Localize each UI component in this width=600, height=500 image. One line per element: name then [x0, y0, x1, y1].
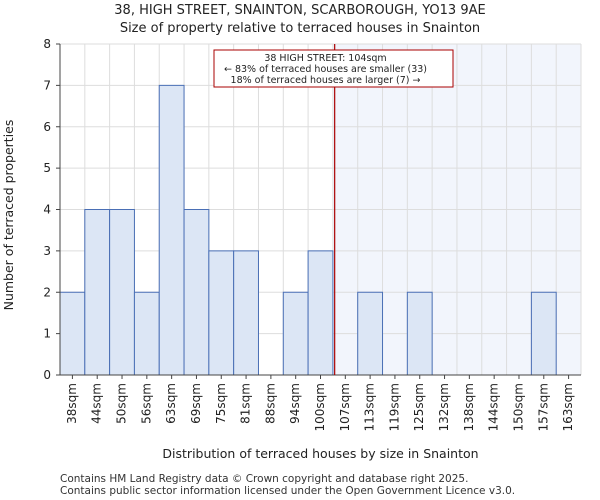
bar-157sqm — [530, 291, 557, 376]
histogram-chart: 0 1 2 3 4 5 6 7 8 38sqm 44sqm 50sqm 56sqm 63sqm 69sqm… — [1, 37, 582, 461]
x-tick-label: 94sqm — [288, 383, 302, 424]
y-tick-label: 1 — [43, 327, 51, 341]
x-tick-label: 125sqm — [412, 383, 426, 431]
x-tick-label: 163sqm — [561, 383, 575, 431]
x-tick-label: 81sqm — [239, 383, 253, 424]
y-tick-label: 5 — [43, 161, 51, 175]
y-tick-label: 7 — [43, 78, 51, 92]
x-axis-label: Distribution of terraced houses by size … — [162, 446, 478, 461]
bar-81sqm — [233, 250, 259, 376]
footer-line-1: Contains HM Land Registry data © Crown c… — [60, 473, 469, 485]
x-tick-label: 50sqm — [115, 383, 129, 424]
bar-75sqm — [208, 250, 235, 376]
annotation-border — [213, 49, 454, 88]
y-ticks: 0 1 2 3 4 5 6 7 8 — [43, 37, 60, 382]
chart-title: 38, HIGH STREET, SNAINTON, SCARBOROUGH, … — [114, 3, 486, 18]
bar-44sqm — [84, 209, 111, 376]
x-tick-label: 150sqm — [511, 383, 525, 431]
x-tick-label: 157sqm — [536, 383, 550, 431]
x-ticks: 38sqm 44sqm 50sqm 56sqm 63sqm 69sqm 75sqm 81sqm… — [65, 375, 575, 431]
bar-125sqm — [406, 291, 433, 376]
bar-63sqm — [158, 84, 185, 376]
bar-113sqm — [357, 291, 384, 376]
bar-56sqm — [133, 291, 160, 376]
x-tick-label: 107sqm — [338, 383, 352, 431]
x-tick-label: 100sqm — [313, 383, 327, 431]
x-tick-label: 132sqm — [437, 383, 451, 431]
bar-94sqm — [282, 291, 309, 376]
x-tick-label: 56sqm — [139, 383, 153, 424]
x-tick-label: 138sqm — [462, 383, 476, 431]
x-tick-label: 38sqm — [65, 383, 79, 424]
annotation-line-2: ← 83% of terraced houses are smaller (33… — [224, 64, 427, 75]
chart-subtitle: Size of property relative to terraced ho… — [119, 21, 481, 36]
y-tick-label: 6 — [43, 120, 51, 134]
bar-38sqm — [59, 291, 86, 376]
bars — [59, 84, 557, 376]
y-tick-label: 0 — [43, 368, 51, 382]
y-axis-label: Number of terraced properties — [1, 120, 16, 311]
bar-69sqm — [183, 209, 210, 376]
x-tick-label: 144sqm — [487, 383, 501, 431]
footer-line-2: Contains public sector information licen… — [60, 485, 516, 497]
annotation-box: 38 HIGH STREET: 104sqm ← 83% of terraced… — [213, 49, 454, 88]
bar-50sqm — [109, 209, 135, 376]
y-tick-label: 8 — [43, 37, 51, 51]
x-tick-label: 75sqm — [214, 383, 228, 424]
x-tick-label: 44sqm — [90, 383, 104, 424]
x-tick-label: 63sqm — [164, 383, 178, 424]
x-tick-label: 119sqm — [387, 383, 401, 431]
y-tick-label: 4 — [43, 203, 51, 217]
annotation-line-1: 38 HIGH STREET: 104sqm — [264, 53, 386, 64]
bar-100sqm — [307, 250, 334, 376]
annotation-line-3: 18% of terraced houses are larger (7) → — [231, 75, 421, 86]
x-tick-label: 69sqm — [189, 383, 203, 424]
y-tick-label: 3 — [43, 244, 51, 258]
y-tick-label: 2 — [43, 285, 51, 299]
x-tick-label: 113sqm — [363, 383, 377, 431]
x-tick-label: 88sqm — [263, 383, 277, 424]
